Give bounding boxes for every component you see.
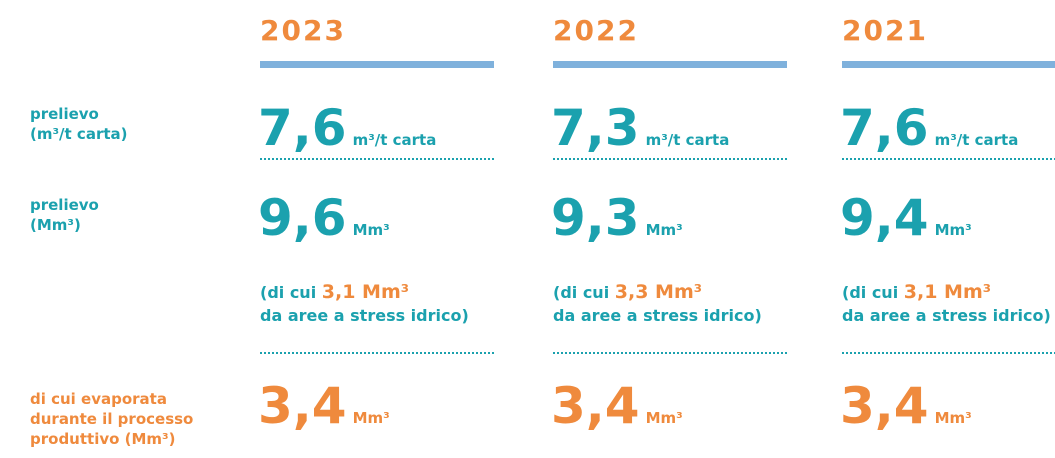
- year: 2023: [260, 14, 346, 47]
- row-label-line: prelievo: [30, 105, 99, 123]
- row-label-line: produttivo (Mm³): [30, 430, 176, 448]
- separator: [842, 158, 1055, 160]
- unit: m³/t carta: [352, 131, 437, 149]
- unit: Mm³: [645, 409, 683, 427]
- big-value: 7,6: [258, 99, 347, 157]
- withdrawal: 9,4 Mm³: [840, 190, 972, 246]
- intensity: 7,6 m³/t carta: [840, 100, 1018, 156]
- stress-prefix: (di cui: [842, 283, 899, 302]
- intensity: 7,6 m³/t carta: [258, 100, 436, 156]
- year-bar: [260, 61, 494, 68]
- stress-suffix: da aree a stress idrico): [553, 306, 762, 325]
- row-label: di cui evaporata durante il processo produ…: [30, 389, 193, 449]
- row-label: prelievo (Mm³): [30, 195, 99, 235]
- year: 2021: [842, 14, 928, 47]
- stress-value: 3,1 Mm³: [903, 281, 992, 303]
- row-label-line: (Mm³): [30, 216, 81, 234]
- separator: [553, 352, 787, 354]
- separator: [260, 158, 494, 160]
- big-value: 7,6: [840, 99, 929, 157]
- stress-suffix: da aree a stress idrico): [842, 306, 1051, 325]
- stress-suffix: da aree a stress idrico): [260, 306, 469, 325]
- big-value: 3,4: [551, 377, 640, 435]
- stress-note: (di cui 3,3 Mm³ da aree a stress idrico): [553, 281, 762, 327]
- evaporated: 3,4 Mm³: [840, 378, 972, 434]
- separator: [553, 158, 787, 160]
- row-label: prelievo (m³/t carta): [30, 104, 128, 144]
- row-label-line: (m³/t carta): [30, 125, 128, 143]
- stress-note: (di cui 3,1 Mm³ da aree a stress idrico): [260, 281, 469, 327]
- intensity: 7,3 m³/t carta: [551, 100, 729, 156]
- row-label-line: prelievo: [30, 196, 99, 214]
- stress-value: 3,3 Mm³: [614, 281, 703, 303]
- stress-value: 3,1 Mm³: [321, 281, 410, 303]
- year: 2022: [553, 14, 639, 47]
- unit: m³/t carta: [934, 131, 1019, 149]
- big-value: 9,4: [840, 189, 929, 247]
- unit: Mm³: [645, 221, 683, 239]
- big-value: 3,4: [840, 377, 929, 435]
- unit: Mm³: [934, 221, 972, 239]
- evaporated: 3,4 Mm³: [258, 378, 390, 434]
- year-bar: [842, 61, 1055, 68]
- stress-prefix: (di cui: [553, 283, 610, 302]
- stress-prefix: (di cui: [260, 283, 317, 302]
- big-value: 9,3: [551, 189, 640, 247]
- big-value: 9,6: [258, 189, 347, 247]
- withdrawal: 9,6 Mm³: [258, 190, 390, 246]
- year-bar: [553, 61, 787, 68]
- big-value: 3,4: [258, 377, 347, 435]
- stress-line: (di cui 3,3 Mm³: [553, 281, 762, 304]
- row-label-line: di cui evaporata: [30, 390, 167, 408]
- withdrawal: 9,3 Mm³: [551, 190, 683, 246]
- stress-line: (di cui 3,1 Mm³: [260, 281, 469, 304]
- row-label-line: durante il processo: [30, 410, 194, 428]
- unit: Mm³: [352, 221, 390, 239]
- big-value: 7,3: [551, 99, 640, 157]
- separator: [842, 352, 1055, 354]
- unit: Mm³: [934, 409, 972, 427]
- unit: Mm³: [352, 409, 390, 427]
- stress-note: (di cui 3,1 Mm³ da aree a stress idrico): [842, 281, 1051, 327]
- unit: m³/t carta: [645, 131, 730, 149]
- separator: [260, 352, 494, 354]
- stress-line: (di cui 3,1 Mm³: [842, 281, 1051, 304]
- evaporated: 3,4 Mm³: [551, 378, 683, 434]
